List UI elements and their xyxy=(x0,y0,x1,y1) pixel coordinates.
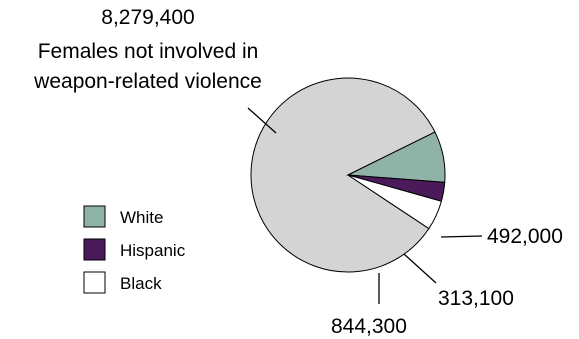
leader-line-black xyxy=(440,235,483,238)
leader-line-hispanic xyxy=(403,253,437,284)
slice-label-hispanic-value: 313,100 xyxy=(438,287,514,310)
leader-line-females xyxy=(247,107,277,134)
legend: White Hispanic Black xyxy=(83,205,186,294)
legend-label-hispanic: Hispanic xyxy=(120,241,186,260)
legend-swatch-hispanic xyxy=(83,238,106,261)
slice-label-white-value: 844,300 xyxy=(331,315,407,338)
slice-label-females-line2: weapon-related violence xyxy=(33,70,262,93)
slice-label-females-line1: Females not involved in xyxy=(38,40,259,63)
slice-label-black-value: 492,000 xyxy=(487,225,563,248)
legend-label-black: Black xyxy=(120,274,162,293)
slice-label-females-value: 8,279,400 xyxy=(101,6,194,29)
legend-swatch-black xyxy=(83,271,106,294)
legend-swatch-white xyxy=(83,205,106,228)
legend-label-white: White xyxy=(120,208,163,227)
pie-slice-black xyxy=(347,174,443,230)
pie-slice-females-not-involved xyxy=(250,77,436,273)
